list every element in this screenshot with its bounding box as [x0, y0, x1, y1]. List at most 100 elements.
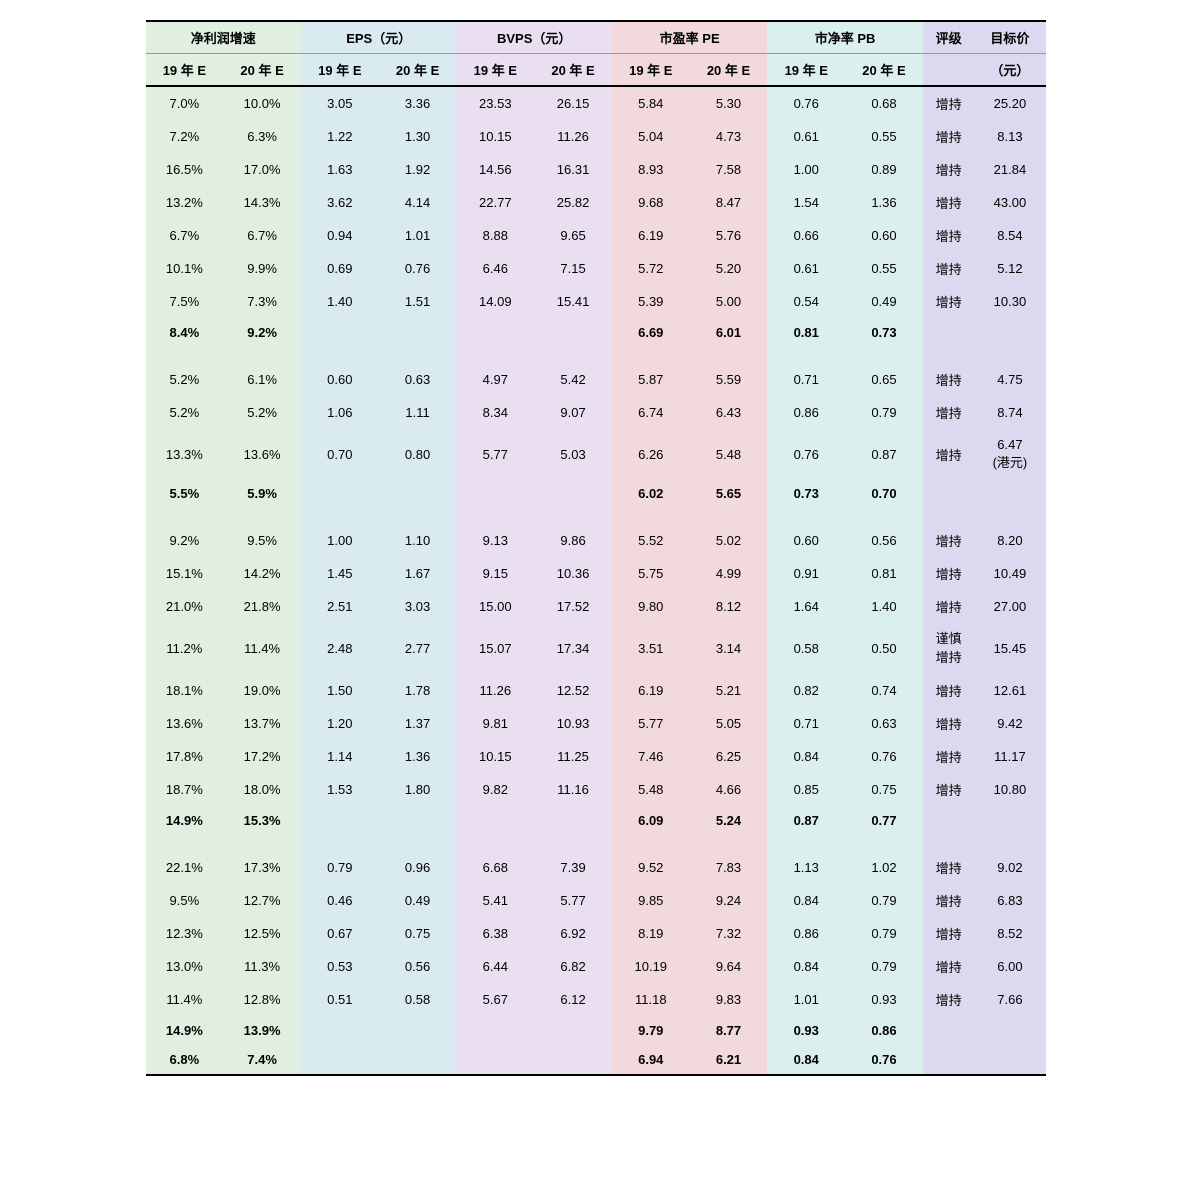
cell-rating [923, 1016, 974, 1045]
cell-profit-19e: 9.5% [146, 884, 224, 917]
cell-eps-19e: 0.79 [301, 851, 379, 884]
cell-profit-19e: 13.3% [146, 429, 224, 479]
cell-target: 6.47(港元) [974, 429, 1045, 479]
cell-eps-19e: 3.05 [301, 86, 379, 120]
spacer-cell [845, 835, 923, 851]
cell-rating: 增持 [923, 557, 974, 590]
cell-profit-19e: 11.2% [146, 623, 224, 673]
cell-target: 43.00 [974, 186, 1045, 219]
cell-pe-19e: 5.84 [612, 86, 690, 120]
cell-pe-20e: 6.01 [690, 318, 768, 347]
cell-profit-19e: 7.5% [146, 285, 224, 318]
cell-profit-19e: 22.1% [146, 851, 224, 884]
cell-pe-19e: 6.74 [612, 396, 690, 429]
cell-target: 8.54 [974, 219, 1045, 252]
cell-pb-20e: 0.79 [845, 917, 923, 950]
spacer-cell [767, 508, 845, 524]
cell-pe-20e: 7.83 [690, 851, 768, 884]
cell-rating: 增持 [923, 590, 974, 623]
cell-eps-20e: 3.03 [379, 590, 457, 623]
cell-rating: 增持 [923, 740, 974, 773]
cell-rating: 增持 [923, 86, 974, 120]
spacer-cell [534, 508, 612, 524]
cell-eps-20e: 1.92 [379, 153, 457, 186]
cell-pb-20e: 1.02 [845, 851, 923, 884]
cell-target: 8.20 [974, 524, 1045, 557]
cell-pe-20e: 6.21 [690, 1045, 768, 1075]
table-row: 5.5%5.9%6.025.650.730.70 [146, 479, 1046, 508]
cell-pb-20e: 0.55 [845, 252, 923, 285]
table-row: 14.9%13.9%9.798.770.930.86 [146, 1016, 1046, 1045]
cell-pb-20e: 1.40 [845, 590, 923, 623]
cell-pb-19e: 0.84 [767, 950, 845, 983]
cell-pb-19e: 0.84 [767, 884, 845, 917]
cell-bvps-20e: 5.77 [534, 884, 612, 917]
cell-rating [923, 806, 974, 835]
cell-pe-20e: 8.77 [690, 1016, 768, 1045]
header-eps-20e: 20 年 E [379, 54, 457, 87]
spacer-cell [923, 835, 974, 851]
cell-eps-20e: 0.58 [379, 983, 457, 1016]
cell-eps-19e: 2.48 [301, 623, 379, 673]
cell-pb-19e: 1.64 [767, 590, 845, 623]
spacer-cell [612, 347, 690, 363]
cell-bvps-19e [456, 479, 534, 508]
table-row: 6.7%6.7%0.941.018.889.656.195.760.660.60… [146, 219, 1046, 252]
cell-bvps-20e: 9.86 [534, 524, 612, 557]
cell-pe-20e: 4.99 [690, 557, 768, 590]
cell-eps-19e: 0.51 [301, 983, 379, 1016]
cell-bvps-20e: 5.03 [534, 429, 612, 479]
table-row: 14.9%15.3%6.095.240.870.77 [146, 806, 1046, 835]
table-row: 6.8%7.4%6.946.210.840.76 [146, 1045, 1046, 1075]
cell-target [974, 806, 1045, 835]
cell-profit-19e: 18.7% [146, 773, 224, 806]
cell-profit-19e: 5.5% [146, 479, 224, 508]
cell-pe-19e: 5.52 [612, 524, 690, 557]
cell-bvps-20e: 10.93 [534, 707, 612, 740]
cell-bvps-19e: 6.44 [456, 950, 534, 983]
cell-pb-19e: 0.76 [767, 86, 845, 120]
table-row: 17.8%17.2%1.141.3610.1511.257.466.250.84… [146, 740, 1046, 773]
cell-bvps-19e: 5.41 [456, 884, 534, 917]
cell-pe-20e: 6.43 [690, 396, 768, 429]
header-pe: 市盈率 PE [612, 21, 767, 54]
cell-eps-19e [301, 1045, 379, 1075]
header-row-2: 19 年 E 20 年 E 19 年 E 20 年 E 19 年 E 20 年 … [146, 54, 1046, 87]
cell-bvps-19e: 9.82 [456, 773, 534, 806]
header-pb-20e: 20 年 E [845, 54, 923, 87]
cell-profit-20e: 18.0% [223, 773, 301, 806]
cell-rating: 增持 [923, 983, 974, 1016]
cell-eps-19e: 0.53 [301, 950, 379, 983]
cell-pb-20e: 0.76 [845, 1045, 923, 1075]
cell-eps-19e: 1.14 [301, 740, 379, 773]
cell-profit-20e: 17.3% [223, 851, 301, 884]
cell-rating: 增持 [923, 252, 974, 285]
cell-target: 9.02 [974, 851, 1045, 884]
cell-rating: 增持 [923, 524, 974, 557]
cell-bvps-20e [534, 806, 612, 835]
cell-pe-20e: 9.24 [690, 884, 768, 917]
cell-eps-20e: 1.80 [379, 773, 457, 806]
table-row: 10.1%9.9%0.690.766.467.155.725.200.610.5… [146, 252, 1046, 285]
cell-profit-20e: 6.7% [223, 219, 301, 252]
cell-profit-20e: 6.1% [223, 363, 301, 396]
cell-pe-19e: 6.09 [612, 806, 690, 835]
spacer-cell [223, 347, 301, 363]
cell-rating: 增持 [923, 674, 974, 707]
cell-profit-20e: 14.3% [223, 186, 301, 219]
cell-profit-20e: 21.8% [223, 590, 301, 623]
cell-pb-19e: 1.01 [767, 983, 845, 1016]
cell-profit-19e: 14.9% [146, 806, 224, 835]
table-row: 8.4%9.2%6.696.010.810.73 [146, 318, 1046, 347]
cell-eps-19e: 1.63 [301, 153, 379, 186]
cell-eps-20e: 1.78 [379, 674, 457, 707]
cell-profit-19e: 13.0% [146, 950, 224, 983]
cell-bvps-19e: 10.15 [456, 120, 534, 153]
cell-pe-19e: 5.04 [612, 120, 690, 153]
cell-profit-20e: 17.0% [223, 153, 301, 186]
cell-rating [923, 318, 974, 347]
cell-target: 8.13 [974, 120, 1045, 153]
spacer-cell [974, 347, 1045, 363]
cell-target: 8.52 [974, 917, 1045, 950]
cell-bvps-20e [534, 318, 612, 347]
